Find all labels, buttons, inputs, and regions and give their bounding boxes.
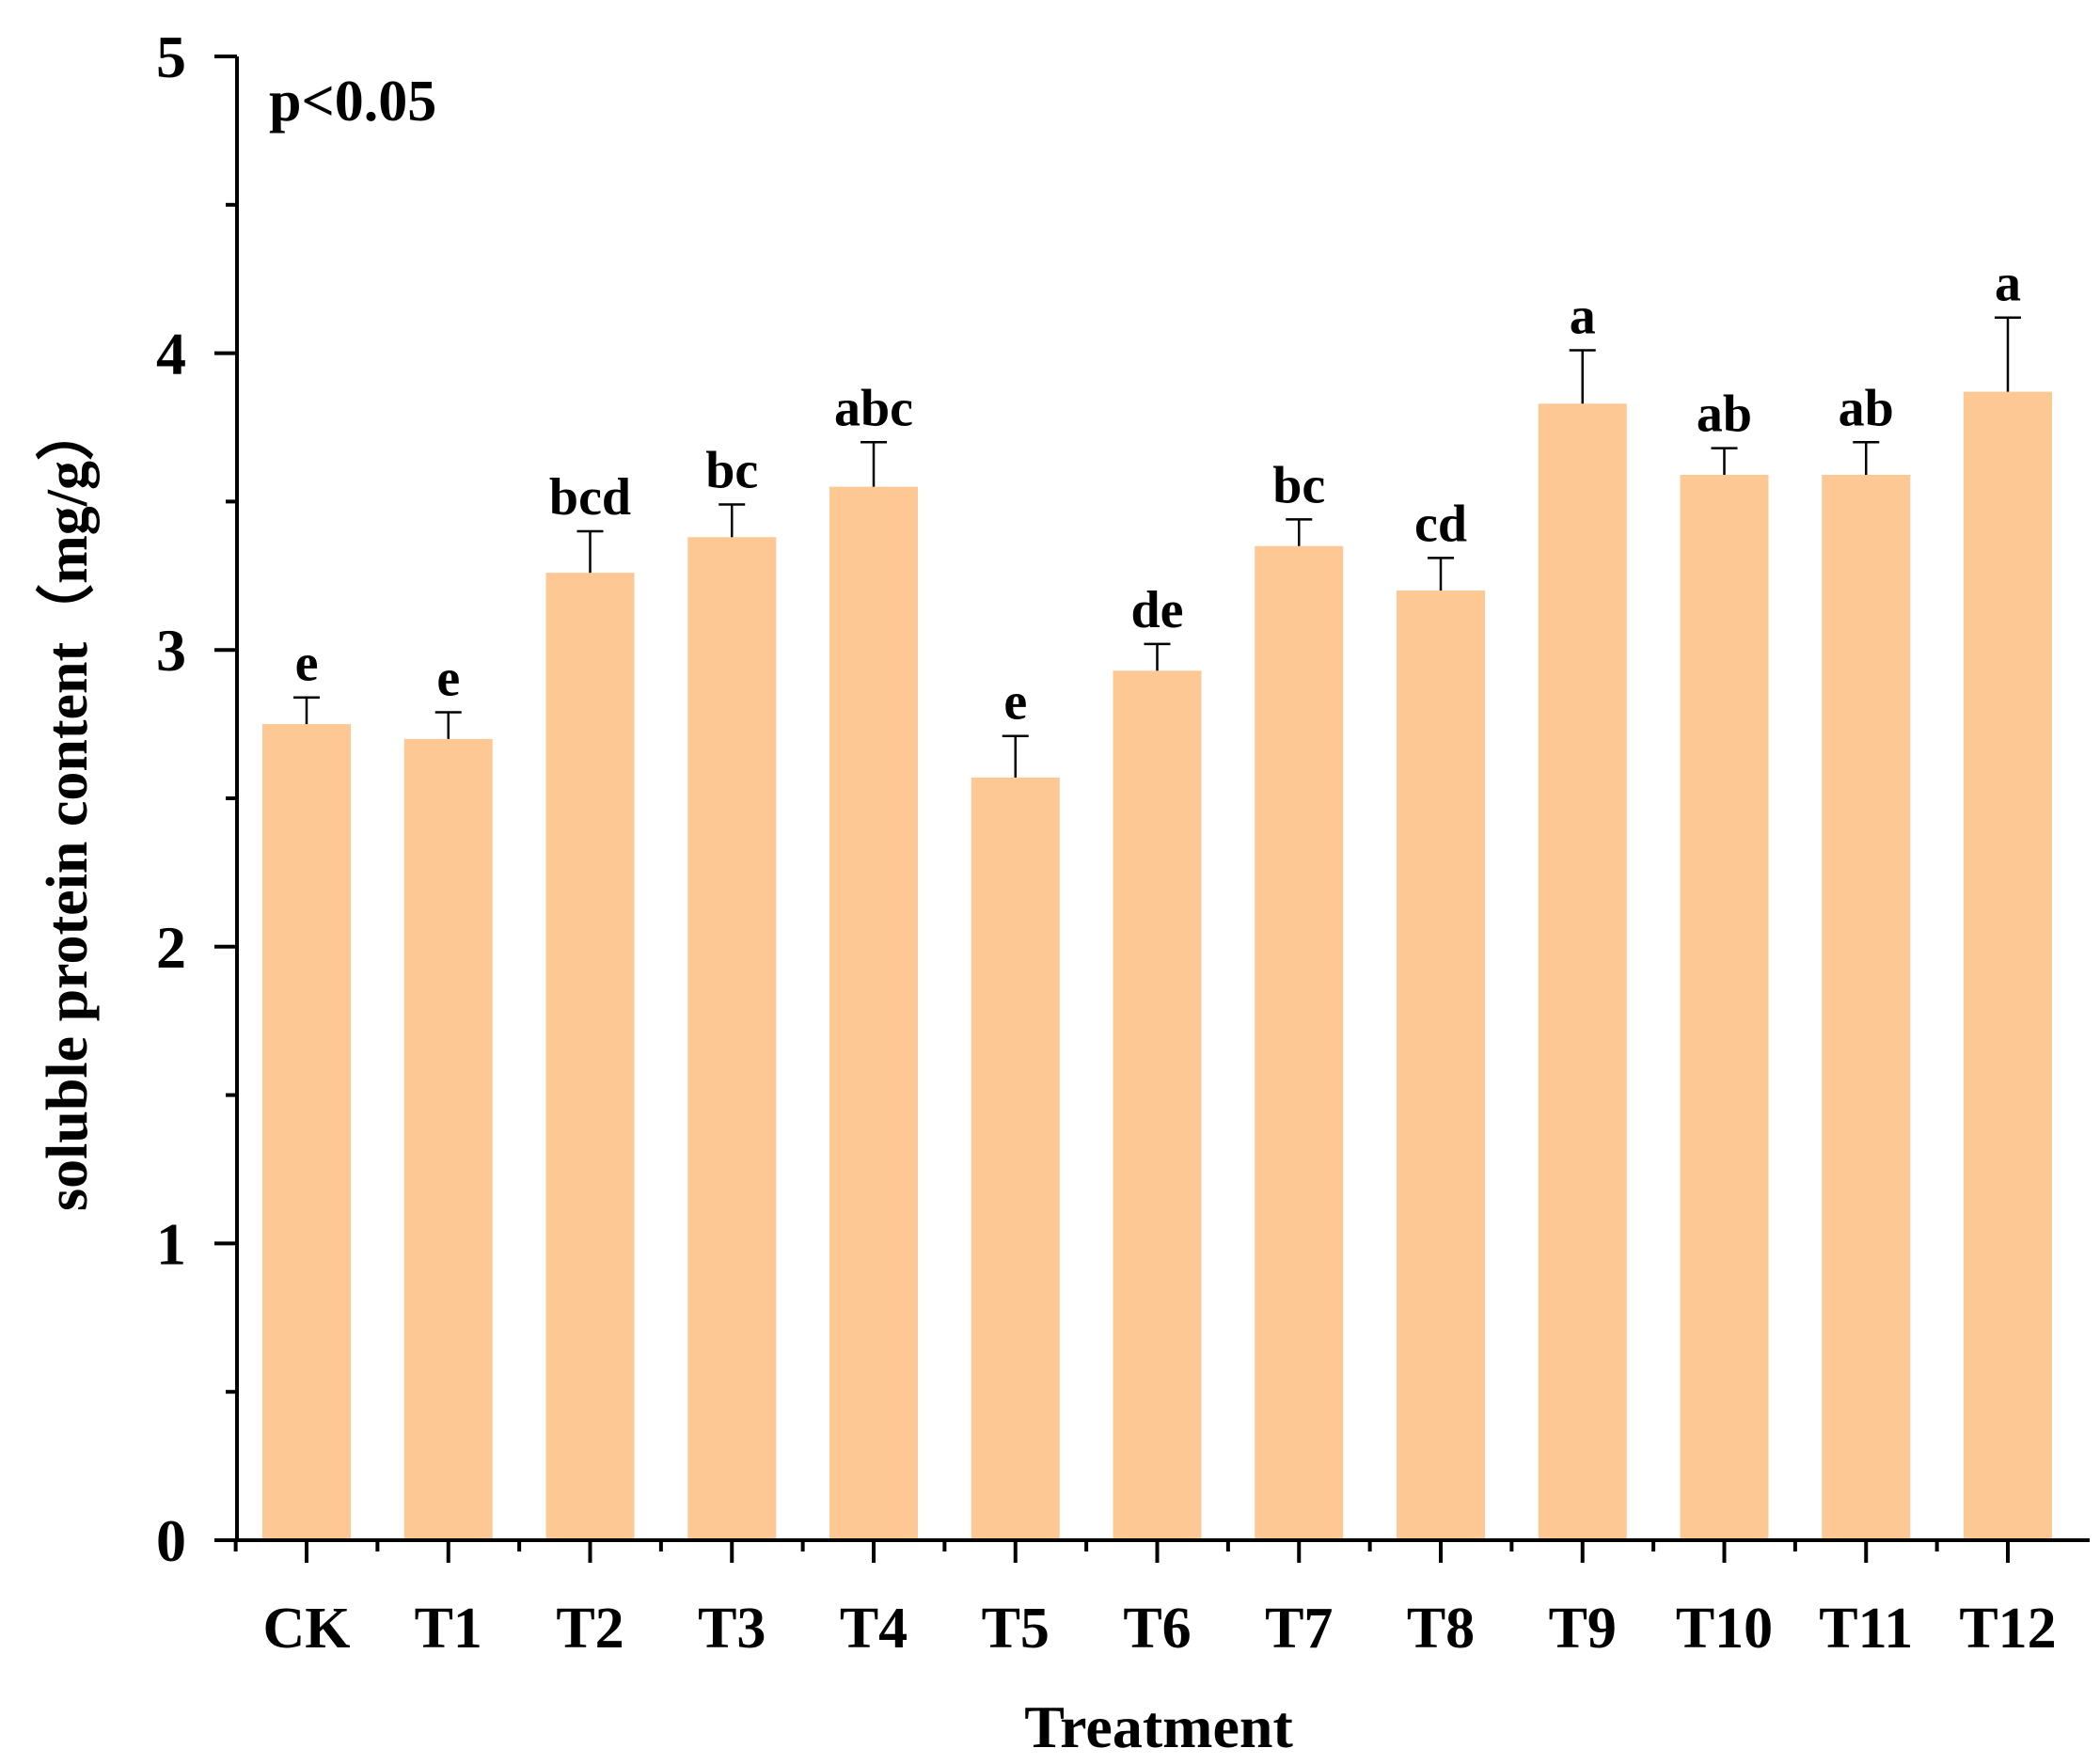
y-tick-label: 0 bbox=[156, 1507, 186, 1574]
bar bbox=[262, 724, 351, 1540]
x-tick-label: T11 bbox=[1819, 1597, 1913, 1661]
significance-letter: cd bbox=[1414, 495, 1467, 553]
significance-letter: bc bbox=[1272, 456, 1325, 514]
x-tick-label: T4 bbox=[840, 1597, 908, 1661]
x-tick-label: T6 bbox=[1123, 1597, 1191, 1661]
significance-letter: bc bbox=[705, 442, 758, 500]
significance-letter: bcd bbox=[549, 468, 631, 527]
bar bbox=[1822, 474, 1911, 1541]
x-axis-title: Treatment bbox=[1024, 1693, 1293, 1760]
x-tick-label: CK bbox=[263, 1597, 351, 1661]
x-tick-label: T2 bbox=[556, 1597, 624, 1661]
y-tick-label: 3 bbox=[156, 617, 186, 684]
bar bbox=[687, 537, 777, 1540]
significance-letter: e bbox=[1003, 673, 1027, 732]
y-tick-label: 4 bbox=[156, 321, 186, 387]
bar bbox=[829, 486, 918, 1540]
y-tick-label: 1 bbox=[156, 1210, 186, 1277]
significance-letter: e bbox=[436, 649, 460, 707]
bar bbox=[1397, 591, 1485, 1540]
x-tick-label: T12 bbox=[1959, 1597, 2056, 1661]
x-tick-label: T7 bbox=[1265, 1597, 1333, 1661]
x-tick-label: T10 bbox=[1676, 1597, 1773, 1661]
significance-letter: a bbox=[1570, 287, 1596, 345]
significance-letter: abc bbox=[834, 379, 913, 437]
significance-letter: de bbox=[1131, 581, 1184, 639]
bar bbox=[1113, 670, 1202, 1540]
y-ticks-group: 0 1 2 3 4 5 bbox=[156, 24, 237, 1574]
significance-letter: ab bbox=[1839, 379, 1894, 437]
significance-letter: e bbox=[295, 635, 319, 693]
significance-labels-group: e e bcd bc abc e de bc cd a ab ab a bbox=[295, 255, 2021, 732]
x-tick-label: T9 bbox=[1549, 1597, 1617, 1661]
y-tick-label: 2 bbox=[156, 914, 186, 981]
x-tick-label: T8 bbox=[1407, 1597, 1475, 1661]
significance-letter: ab bbox=[1697, 386, 1752, 444]
x-tick-label: T3 bbox=[698, 1597, 766, 1661]
bar bbox=[1538, 403, 1627, 1541]
significance-letter: a bbox=[1995, 255, 2021, 313]
bar bbox=[545, 573, 635, 1540]
significance-annotation: p<0.05 bbox=[269, 70, 436, 134]
bar bbox=[403, 738, 493, 1540]
x-tick-label: T1 bbox=[415, 1597, 482, 1661]
error-bars-group bbox=[293, 316, 2021, 778]
bars-group bbox=[262, 391, 2052, 1541]
x-tick-label: T5 bbox=[982, 1597, 1050, 1661]
bar bbox=[971, 777, 1060, 1540]
x-ticks-group: CK T1 T2 T3 T4 T5 T6 T7 T8 T9 T10 T11 T12 bbox=[233, 1540, 2057, 1661]
y-tick-label: 5 bbox=[156, 24, 186, 90]
bar bbox=[1680, 474, 1769, 1541]
y-axis-title: soluble protein content（mg/g） bbox=[34, 402, 100, 1211]
bar bbox=[1964, 391, 2052, 1541]
bar bbox=[1255, 545, 1344, 1540]
